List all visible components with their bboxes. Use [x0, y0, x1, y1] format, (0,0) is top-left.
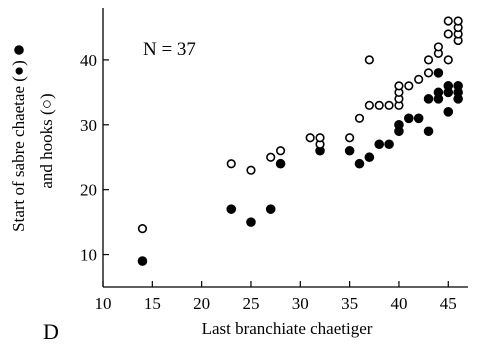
- sabre-chaetae-point: [137, 256, 148, 266]
- hooks-point: [275, 146, 286, 156]
- x-tick-label: 20: [193, 294, 210, 313]
- hooks-point: [423, 68, 434, 78]
- sabre-chaetae-point: [275, 158, 286, 169]
- sabre-chaetae-point: [364, 152, 375, 163]
- y-ticks: 10 20 30 40: [80, 51, 109, 265]
- y-tick-label: 10: [80, 246, 97, 265]
- sabre-chaetae-point: [433, 68, 444, 78]
- panel-label: D: [43, 319, 59, 344]
- hooks-point: [374, 100, 384, 110]
- x-ticks: 10 15 20 25 30 35 40 45: [95, 281, 457, 313]
- sabre-chaetae-point: [354, 158, 365, 169]
- sabre-chaetae-point: [433, 87, 444, 98]
- sabre-chaetae-point: [374, 139, 385, 150]
- hooks-point: [443, 55, 453, 65]
- hooks-point: [305, 133, 315, 143]
- hooks-point: [423, 55, 434, 65]
- hooks-point: [414, 74, 424, 84]
- hooks-point: [453, 16, 463, 26]
- hooks-point: [354, 113, 365, 123]
- x-tick-label: 15: [144, 294, 161, 313]
- filled-marker-legend-dot: [14, 45, 24, 55]
- sabre-chaetae-point: [423, 126, 434, 137]
- x-tick-label: 10: [95, 294, 112, 313]
- sabre-chaetae-point: [404, 113, 414, 124]
- sabre-chaetae-point: [344, 145, 355, 156]
- hooks-point: [266, 152, 276, 162]
- hooks-point: [394, 81, 404, 91]
- x-tick-label: 35: [341, 294, 358, 313]
- sabre-chaetae-point: [384, 139, 394, 150]
- x-tick-label: 25: [242, 294, 259, 313]
- y-tick-label: 40: [80, 51, 97, 70]
- sabre-chaetae-point: [246, 217, 256, 227]
- x-tick-label: 45: [440, 294, 457, 313]
- sample-size-annotation: N = 37: [143, 39, 196, 60]
- hooks-point: [443, 29, 453, 39]
- hooks-point: [364, 55, 374, 65]
- sabre-chaetae-point: [453, 81, 463, 91]
- hooks-point: [404, 81, 414, 91]
- y-axis-title-line1: Start of sabre chaetae (●): [9, 60, 28, 232]
- hooks-point: [364, 100, 374, 110]
- hooks-point: [226, 159, 236, 169]
- x-tick-label: 30: [292, 294, 309, 313]
- sabre-chaetae-point: [443, 81, 454, 91]
- axes: [102, 8, 468, 288]
- hooks-point: [433, 42, 444, 52]
- sabre-chaetae-point: [394, 119, 404, 130]
- sabre-chaetae-point: [423, 94, 434, 104]
- hooks-point: [315, 133, 325, 143]
- sabre-chaetae-point: [413, 113, 424, 124]
- y-tick-label: 20: [80, 181, 97, 200]
- hooks-point: [384, 100, 394, 110]
- y-tick-label: 30: [80, 116, 97, 135]
- sabre-chaetae-point: [226, 204, 237, 214]
- points-layer: [137, 16, 463, 266]
- x-axis-title: Last branchiate chaetiger: [202, 319, 373, 338]
- hooks-point: [345, 133, 355, 143]
- y-axis-title-line2: and hooks (○): [37, 93, 56, 188]
- x-tick-label: 40: [390, 294, 407, 313]
- hooks-point: [137, 224, 148, 234]
- hooks-point: [246, 165, 256, 175]
- sabre-chaetae-point: [265, 204, 276, 214]
- hooks-point: [443, 16, 453, 26]
- sabre-chaetae-point: [443, 107, 454, 117]
